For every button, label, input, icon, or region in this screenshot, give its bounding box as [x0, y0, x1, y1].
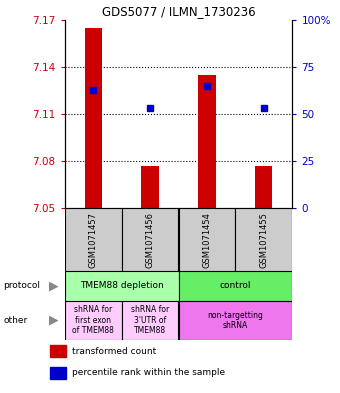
Bar — [50, 367, 66, 379]
Bar — [50, 345, 66, 357]
Bar — [121, 208, 178, 271]
Bar — [85, 28, 102, 208]
Text: non-targetting
shRNA: non-targetting shRNA — [207, 310, 264, 330]
Title: GDS5077 / ILMN_1730236: GDS5077 / ILMN_1730236 — [102, 6, 255, 18]
Text: protocol: protocol — [3, 281, 40, 290]
Bar — [141, 166, 158, 208]
Text: shRNA for
3'UTR of
TMEM88: shRNA for 3'UTR of TMEM88 — [131, 305, 169, 335]
Bar — [65, 301, 121, 340]
Bar — [178, 271, 292, 301]
Text: shRNA for
first exon
of TMEM88: shRNA for first exon of TMEM88 — [72, 305, 114, 335]
Text: GSM1071456: GSM1071456 — [146, 212, 154, 268]
Text: other: other — [3, 316, 28, 325]
Text: GSM1071455: GSM1071455 — [259, 212, 268, 268]
Bar — [255, 166, 272, 208]
Bar — [178, 301, 292, 340]
Text: transformed count: transformed count — [72, 347, 156, 356]
Bar — [235, 208, 292, 271]
Text: ▶: ▶ — [49, 279, 59, 292]
Text: TMEM88 depletion: TMEM88 depletion — [80, 281, 164, 290]
Bar — [65, 271, 178, 301]
Text: GSM1071454: GSM1071454 — [203, 212, 211, 268]
Text: GSM1071457: GSM1071457 — [89, 212, 98, 268]
Bar — [65, 208, 121, 271]
Bar — [121, 301, 178, 340]
Bar — [199, 75, 216, 208]
Text: ▶: ▶ — [49, 314, 59, 327]
Text: percentile rank within the sample: percentile rank within the sample — [72, 368, 225, 377]
Text: control: control — [220, 281, 251, 290]
Bar — [178, 208, 235, 271]
